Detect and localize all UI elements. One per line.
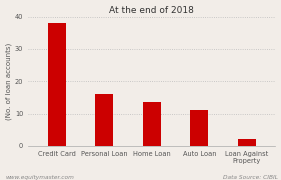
- Text: Data Source: CIBIL: Data Source: CIBIL: [223, 175, 278, 180]
- Bar: [95, 94, 113, 146]
- Bar: [238, 139, 256, 146]
- Y-axis label: (No. of loan accounts): (No. of loan accounts): [6, 43, 12, 120]
- Bar: [143, 102, 161, 146]
- Bar: [48, 23, 66, 146]
- Bar: [190, 110, 209, 146]
- Text: www.equitymaster.com: www.equitymaster.com: [6, 175, 74, 180]
- Title: At the end of 2018: At the end of 2018: [109, 6, 194, 15]
